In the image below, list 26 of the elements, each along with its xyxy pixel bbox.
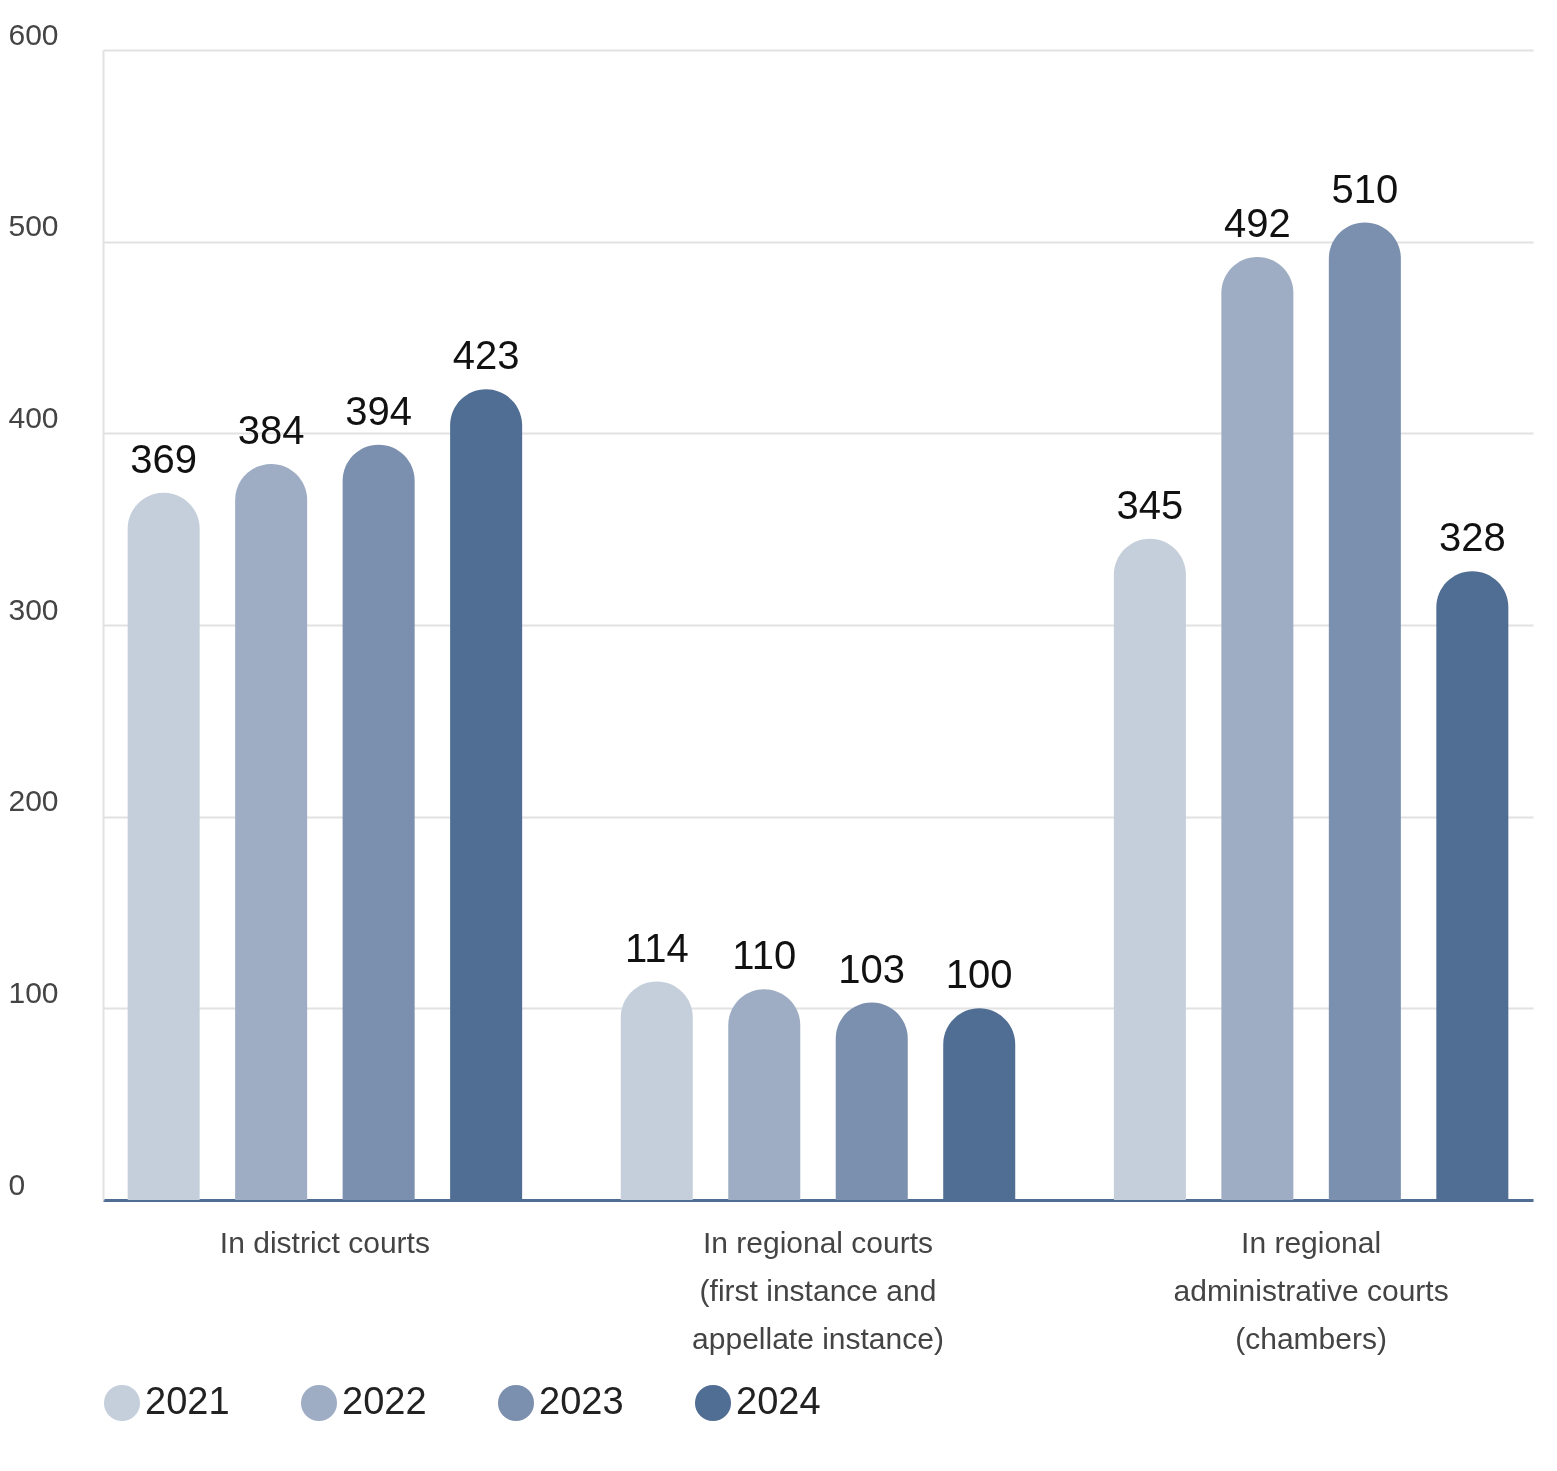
y-tick-label: 0 bbox=[8, 1167, 26, 1201]
x-tick-label: In regional administrative courts (chambers) bbox=[1173, 1225, 1449, 1355]
y-tick-label: 600 bbox=[8, 17, 59, 51]
data-label: 328 bbox=[1438, 515, 1506, 560]
x-tick-label: In district courts bbox=[219, 1225, 430, 1259]
data-label: 394 bbox=[345, 388, 413, 433]
legend-label: 2024 bbox=[736, 1380, 821, 1422]
data-label: 384 bbox=[237, 408, 305, 452]
y-tick-label: 500 bbox=[8, 209, 59, 243]
data-label: 110 bbox=[732, 933, 797, 978]
data-label: 492 bbox=[1223, 201, 1291, 245]
data-label: 345 bbox=[1116, 482, 1184, 527]
data-label: 100 bbox=[945, 952, 1013, 997]
data-label: 369 bbox=[130, 436, 198, 481]
y-tick-label: 200 bbox=[8, 784, 59, 818]
y-tick-label: 400 bbox=[8, 400, 59, 434]
data-label: 103 bbox=[838, 946, 906, 991]
legend-label: 2022 bbox=[342, 1380, 427, 1422]
data-label: 423 bbox=[452, 333, 520, 378]
legend-label: 2021 bbox=[145, 1380, 230, 1422]
y-tick-label: 300 bbox=[8, 592, 59, 626]
legend-label: 2023 bbox=[539, 1380, 624, 1422]
y-tick-label: 100 bbox=[8, 975, 59, 1009]
data-label: 114 bbox=[624, 925, 689, 970]
data-label: 510 bbox=[1331, 166, 1399, 211]
x-tick-label: In regional courts (first instance and appellate instance) bbox=[692, 1225, 944, 1355]
